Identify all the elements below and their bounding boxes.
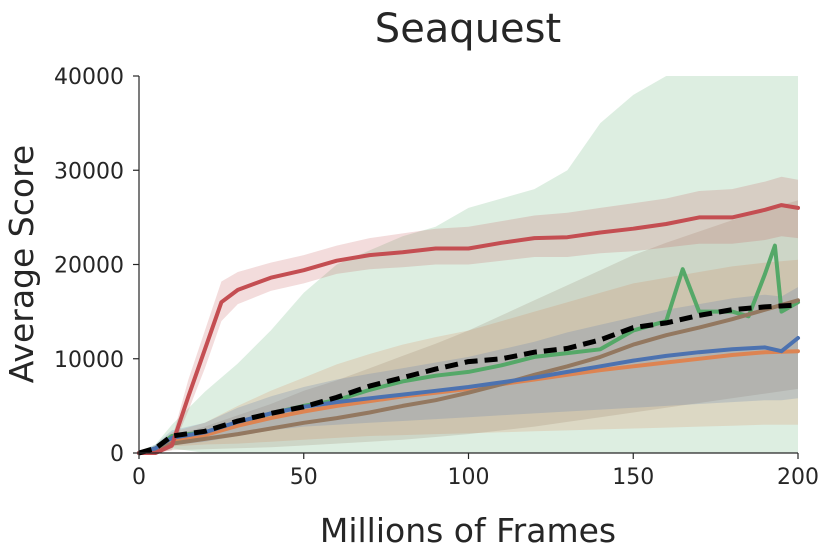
y-axis-label: Average Score — [2, 145, 41, 383]
y-tick-label: 40000 — [54, 65, 124, 90]
x-tick-label: 0 — [132, 465, 146, 490]
series-4-line — [137, 203, 800, 455]
x-axis-label: Millions of Frames — [320, 511, 616, 550]
y-tick-label: 0 — [110, 442, 124, 467]
series-5-line — [138, 302, 799, 456]
series-2-band — [139, 200, 798, 453]
series-3-line — [137, 336, 800, 455]
y-ticks: 0 10000 20000 30000 40000 — [54, 65, 139, 467]
y-tick-label: 30000 — [54, 159, 124, 184]
bands-layer — [139, 76, 798, 454]
x-tick-label: 200 — [777, 465, 819, 490]
chart-title: Seaquest — [375, 6, 561, 52]
lines-layer — [137, 203, 800, 456]
series-4-band — [139, 176, 798, 454]
x-tick-label: 150 — [612, 465, 654, 490]
y-tick-label: 20000 — [54, 254, 124, 279]
plot-area — [137, 76, 800, 456]
series-2-line — [137, 298, 800, 455]
y-tick-label: 10000 — [54, 348, 124, 373]
x-tick-label: 100 — [448, 465, 490, 490]
x-ticks: 0 50 100 150 200 — [132, 453, 819, 490]
x-tick-label: 50 — [290, 465, 318, 490]
